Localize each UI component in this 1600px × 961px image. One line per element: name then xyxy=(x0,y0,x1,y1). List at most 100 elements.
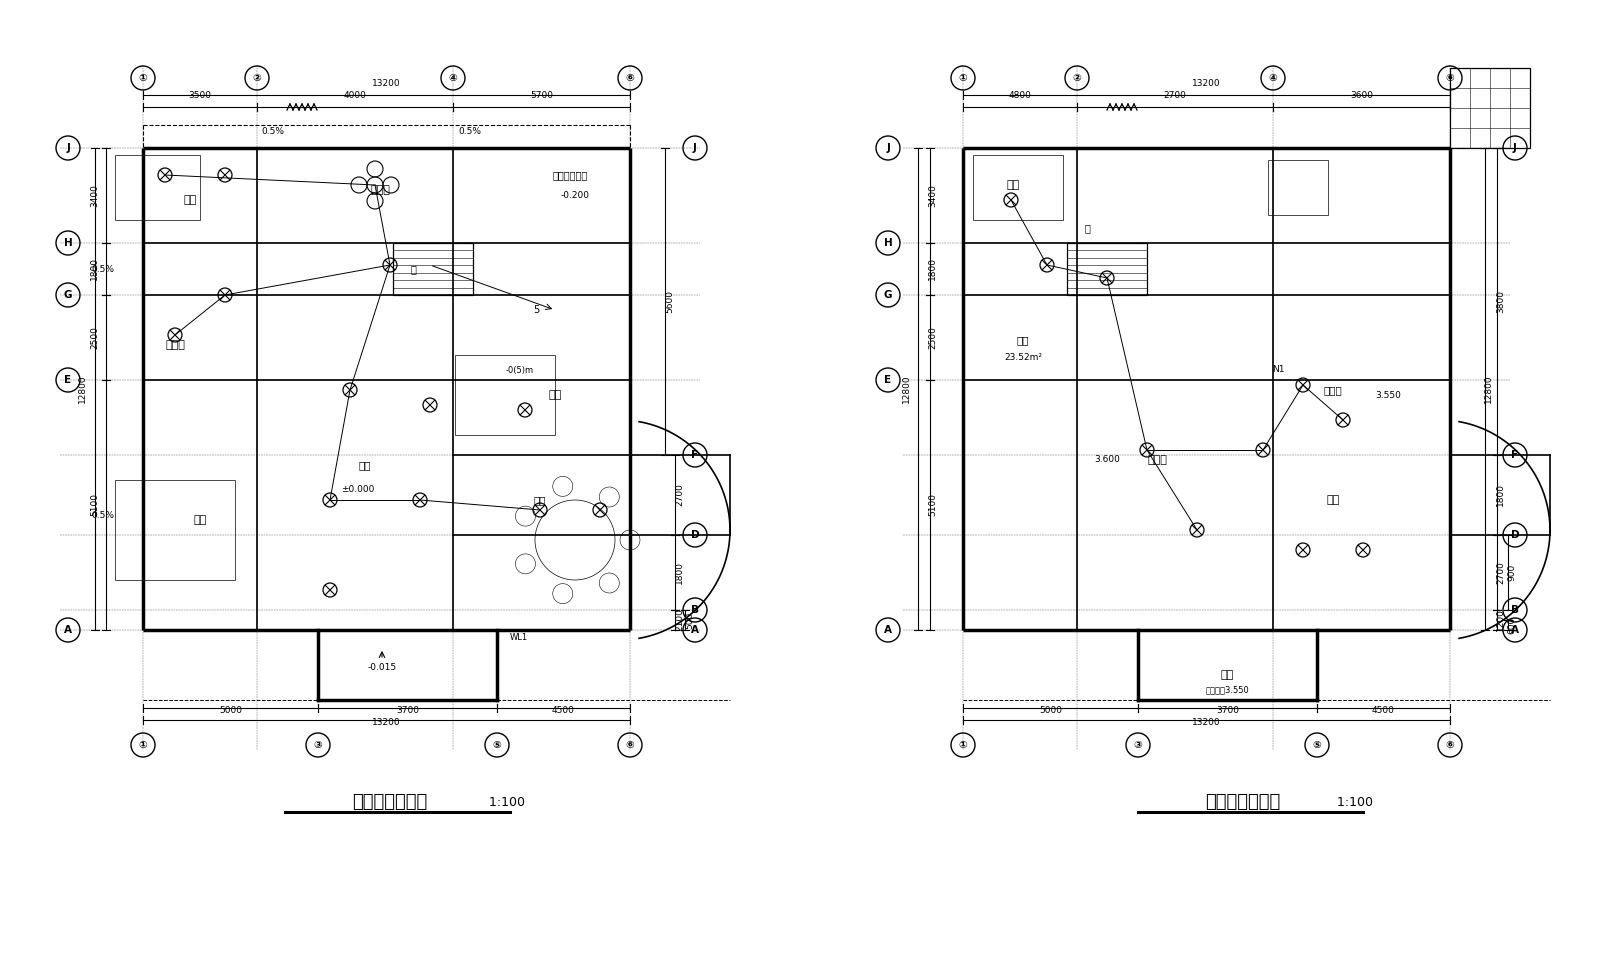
Text: 3600: 3600 xyxy=(1350,91,1373,100)
Text: 5: 5 xyxy=(533,305,539,315)
Text: 2700: 2700 xyxy=(1163,91,1187,100)
Text: WL1: WL1 xyxy=(510,633,528,643)
Text: 5000: 5000 xyxy=(219,706,242,715)
Text: -0(5)m: -0(5)m xyxy=(506,365,534,375)
Text: 13200: 13200 xyxy=(373,79,402,88)
Text: 厨房: 厨房 xyxy=(549,390,562,400)
Text: E: E xyxy=(885,375,891,385)
Text: 起居厅: 起居厅 xyxy=(1147,455,1166,465)
Text: 2700: 2700 xyxy=(1496,561,1506,584)
Text: 3700: 3700 xyxy=(1216,706,1238,715)
Text: ⑥: ⑥ xyxy=(626,73,634,83)
Text: 1800: 1800 xyxy=(928,258,938,281)
Text: 1200: 1200 xyxy=(1496,608,1506,631)
Text: 1800: 1800 xyxy=(1496,483,1506,506)
Text: J: J xyxy=(1514,143,1517,153)
Text: 储藏室: 储藏室 xyxy=(165,340,186,350)
Text: ⑥: ⑥ xyxy=(626,740,634,750)
Text: D: D xyxy=(691,530,699,540)
Text: ②: ② xyxy=(1072,73,1082,83)
Text: 4500: 4500 xyxy=(552,706,574,715)
Text: 1:100: 1:100 xyxy=(485,796,525,808)
Text: 1:100: 1:100 xyxy=(1333,796,1373,808)
Text: ③: ③ xyxy=(314,740,322,750)
Text: 二层照明平面图: 二层照明平面图 xyxy=(1205,793,1280,811)
Text: ③: ③ xyxy=(1134,740,1142,750)
Text: 13200: 13200 xyxy=(1192,718,1221,727)
Text: 上: 上 xyxy=(1085,223,1090,233)
Text: H: H xyxy=(64,238,72,248)
Text: 5100: 5100 xyxy=(90,494,99,516)
Text: 13200: 13200 xyxy=(373,718,402,727)
Text: 5000: 5000 xyxy=(1038,706,1062,715)
Text: 3.550: 3.550 xyxy=(1374,390,1402,400)
Text: J: J xyxy=(886,143,890,153)
Text: 3700: 3700 xyxy=(397,706,419,715)
Text: J: J xyxy=(693,143,698,153)
Text: 12800: 12800 xyxy=(902,375,910,404)
Text: ②: ② xyxy=(253,73,261,83)
Text: 12800: 12800 xyxy=(78,375,86,404)
Text: ⑤: ⑤ xyxy=(493,740,501,750)
Text: A: A xyxy=(691,625,699,635)
Text: 4800: 4800 xyxy=(1008,91,1032,100)
Text: -0.015: -0.015 xyxy=(368,663,397,673)
Text: 500: 500 xyxy=(685,611,694,628)
Bar xyxy=(115,480,235,580)
Text: F: F xyxy=(1512,450,1518,460)
Text: D: D xyxy=(1510,530,1520,540)
Text: ①: ① xyxy=(139,740,147,750)
Text: G: G xyxy=(883,290,893,300)
Text: B: B xyxy=(691,605,699,615)
Text: ⑥: ⑥ xyxy=(1446,740,1454,750)
Text: 客房: 客房 xyxy=(1006,180,1019,190)
Bar xyxy=(1267,160,1328,215)
Text: 5600: 5600 xyxy=(666,290,674,313)
Bar xyxy=(973,155,1062,220)
Text: 5700: 5700 xyxy=(530,91,554,100)
Text: ④: ④ xyxy=(448,73,458,83)
Bar xyxy=(454,355,555,435)
Text: 2700: 2700 xyxy=(675,483,685,506)
Text: 2100: 2100 xyxy=(675,608,685,631)
Bar xyxy=(1450,68,1530,148)
Text: 客房: 客房 xyxy=(184,195,197,205)
Text: G: G xyxy=(64,290,72,300)
Text: 4000: 4000 xyxy=(344,91,366,100)
Bar xyxy=(1067,243,1147,295)
Text: ①: ① xyxy=(958,740,968,750)
Text: 建筑标高3.550: 建筑标高3.550 xyxy=(1205,685,1250,695)
Text: 1800: 1800 xyxy=(90,258,99,281)
Text: 900: 900 xyxy=(1507,564,1517,581)
Text: 3400: 3400 xyxy=(90,185,99,207)
Text: 1800: 1800 xyxy=(675,561,685,584)
Text: F: F xyxy=(691,450,699,460)
Text: 600: 600 xyxy=(1507,616,1517,633)
Text: J: J xyxy=(66,143,70,153)
Text: H: H xyxy=(883,238,893,248)
Text: 麻将室: 麻将室 xyxy=(370,185,390,195)
Text: ±0.000: ±0.000 xyxy=(341,485,374,495)
Text: 12800: 12800 xyxy=(1485,375,1493,404)
Bar xyxy=(115,155,200,220)
Text: A: A xyxy=(64,625,72,635)
Text: 0.5%: 0.5% xyxy=(91,510,115,520)
Text: 3500: 3500 xyxy=(189,91,211,100)
Text: 3800: 3800 xyxy=(1496,290,1506,313)
Text: ⑤: ⑤ xyxy=(1312,740,1322,750)
Text: A: A xyxy=(883,625,893,635)
Text: A: A xyxy=(1510,625,1518,635)
Text: ④: ④ xyxy=(1269,73,1277,83)
Text: ①: ① xyxy=(139,73,147,83)
Text: 阳台: 阳台 xyxy=(1221,670,1234,680)
Text: 0.5%: 0.5% xyxy=(91,265,115,275)
Text: 5100: 5100 xyxy=(928,494,938,516)
Text: 上空: 上空 xyxy=(1016,335,1029,345)
Text: 车库兼储藏室: 车库兼储藏室 xyxy=(552,170,587,180)
Text: 2500: 2500 xyxy=(90,326,99,349)
Text: 餐厅: 餐厅 xyxy=(534,495,546,505)
Text: 娱乐室: 娱乐室 xyxy=(1323,385,1342,395)
Text: 卧室: 卧室 xyxy=(1326,495,1339,505)
Text: 客厅: 客厅 xyxy=(194,515,206,525)
Text: 13200: 13200 xyxy=(1192,79,1221,88)
